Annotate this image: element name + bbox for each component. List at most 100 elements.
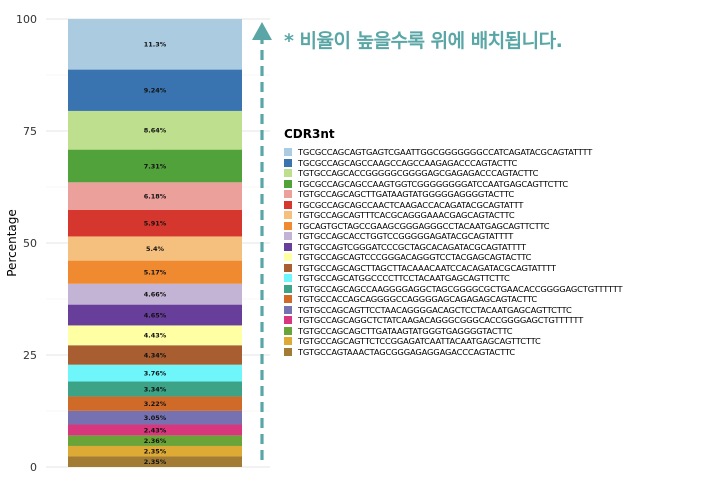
bar-segment <box>68 19 242 70</box>
legend-swatch <box>284 337 292 346</box>
legend-label: TGTGCCAGTAAACTAGCGGGAGAGGAGACCCAGTACTTC <box>298 346 516 357</box>
legend-swatch <box>284 158 292 167</box>
bar-segment <box>68 396 242 411</box>
bar-segment <box>68 435 242 446</box>
legend-label: TGTGCCAGCACCGGGGGCGGGGAGCGAGAGACCCAGTACT… <box>298 168 539 179</box>
segment-value-label: 5.4% <box>146 245 165 253</box>
legend-item: TGCGCCAGCAGTGAGTCGAATTGGCGGGGGGGCCATCAGA… <box>284 147 622 158</box>
y-axis-title: Percentage <box>5 209 19 277</box>
bar-segment <box>68 69 242 111</box>
legend-item: TGTGCCAGCAGTTCTCCGGAGATCAATTACAATGAGCAGT… <box>284 336 622 347</box>
legend-item: TGTGCCACCAGCAGGGGCCAGGGGAGCAGAGAGCAGTACT… <box>284 294 622 305</box>
segment-value-label: 5.91% <box>144 220 167 228</box>
legend-item: TGTGCCAGCAGCTTGATAAGTATGGGGGAGGGGTACTTC <box>284 189 622 200</box>
segment-value-label: 9.24% <box>144 87 167 95</box>
legend-item: TGTGCCAGCAGGCTCTATCAAGACAGGGCGGGCACCGGGG… <box>284 315 622 326</box>
legend-item: TGCGCCAGCAGCCAACTCAAGACCACAGATACGCAGTATT… <box>284 200 622 211</box>
bar-segment <box>68 283 242 305</box>
legend-swatch <box>284 347 292 356</box>
stacked-bar: 2.35% 2.35% 2.36% 2.43% 3.05% 3.22% 3.34% 3.76%… <box>68 19 242 467</box>
legend-swatch <box>284 211 292 220</box>
y-tick-label: 50 <box>23 237 37 250</box>
bar-segment <box>68 304 242 326</box>
segment-value-label: 4.34% <box>144 351 167 359</box>
legend-label: TGTGCCAGCAGCTTAGCTTACAAACAATCCACAGATACGC… <box>298 262 556 273</box>
bar-segment <box>68 381 242 397</box>
segment-value-label: 6.18% <box>144 192 167 200</box>
legend-swatch <box>284 284 292 293</box>
legend-label: TGCGCCAGCAGCCAAGCCAGCCAAGAGACCCAGTACTTC <box>298 157 518 168</box>
legend-items: TGCGCCAGCAGTGAGTCGAATTGGCGGGGGGGCCATCAGA… <box>284 147 623 358</box>
legend-swatch <box>284 316 292 325</box>
legend-label: TGTGCCAGCATGGCCCCTTCCTACAATGAGCAGTTCTTC <box>298 273 510 284</box>
legend-swatch <box>284 200 292 209</box>
bar-segment <box>68 236 242 261</box>
bar-segment <box>68 260 242 284</box>
bar-segment <box>68 424 242 436</box>
arrow-head-icon <box>252 22 272 40</box>
legend-label: TGTGCCAGTCGGGATCCCGCTAGCACAGATACGCAGTATT… <box>298 241 526 252</box>
segment-value-label: 8.64% <box>144 127 167 135</box>
legend-item: TGTGCCAGCACCTGGTCCGGGGGAGATACGCAGTATTTT <box>284 231 622 242</box>
legend-label: TGCGCCAGCAGCCAAGTGGTCGGGGGGGGATCCAATGAGC… <box>298 178 569 189</box>
legend-label: TGCGCCAGCAGCCAACTCAAGACCACAGATACGCAGTATT… <box>298 199 524 210</box>
bar-segment <box>68 110 242 150</box>
segment-value-label: 11.3% <box>144 41 167 49</box>
segment-value-label: 3.34% <box>144 385 167 393</box>
legend-swatch <box>284 221 292 230</box>
segment-value-label: 4.43% <box>144 332 167 340</box>
legend-label: TGTGCCAGCAGTCCCGGGACAGGGTCCTACGAGCAGTACT… <box>298 252 532 263</box>
segment-value-label: 2.36% <box>144 437 167 445</box>
legend-swatch <box>284 190 292 199</box>
legend-label: TGTGCCAGCAGTTCCTAACAGGGGACAGCTCCTACAATGA… <box>298 304 572 315</box>
legend-label: TGTGCCAGCACCTGGTCCGGGGGAGATACGCAGTATTTT <box>298 231 514 242</box>
legend-item: TGTGCCAGCATGGCCCCTTCCTACAATGAGCAGTTCTTC <box>284 273 622 284</box>
legend-item: TGTGCCAGCACCGGGGGCGGGGAGCGAGAGACCCAGTACT… <box>284 168 622 179</box>
legend-item: TGTGCCAGCAGCCAAGGGGAGGCTAGCGGGGCGCTGAACA… <box>284 284 623 295</box>
legend-item: TGTGCCAGCAGCTTAGCTTACAAACAATCCACAGATACGC… <box>284 263 622 274</box>
segment-value-label: 7.31% <box>144 162 167 170</box>
y-tick-label: 100 <box>16 13 37 26</box>
y-tick-label: 0 <box>30 461 37 474</box>
legend-label: TGCGCCAGCAGTGAGTCGAATTGGCGGGGGGGCCATCAGA… <box>298 147 593 158</box>
bar-segment <box>68 410 242 425</box>
legend-swatch <box>284 169 292 178</box>
legend-label: TGCAGTGCTAGCCGAAGCGGGAGGGCCTACAATGAGCAGT… <box>298 220 550 231</box>
legend-swatch <box>284 179 292 188</box>
legend-swatch <box>284 148 292 157</box>
bar-segment <box>68 149 242 183</box>
legend-item: TGTGCCAGCAGCTTGATAAGTATGGGTGAGGGGTACTTC <box>284 326 622 337</box>
legend-item: TGCGCCAGCAGCCAAGCCAGCCAAGAGACCCAGTACTTC <box>284 158 622 169</box>
legend-item: TGCGCCAGCAGCCAAGTGGTCGGGGGGGGATCCAATGAGC… <box>284 179 622 190</box>
legend-item: TGTGCCAGTAAACTAGCGGGAGAGGAGACCCAGTACTTC <box>284 347 622 358</box>
legend-label: TGTGCCAGCAGTTCTCCGGAGATCAATTACAATGAGCAGT… <box>298 336 541 347</box>
segment-value-label: 3.76% <box>144 369 167 377</box>
y-tick-label: 25 <box>23 349 37 362</box>
ranking-note: * 비율이 높을수록 위에 배치됩니다. <box>284 30 563 52</box>
y-tick-label: 75 <box>23 125 37 138</box>
bar-segment <box>68 325 242 346</box>
bar-segment <box>68 209 242 237</box>
legend-swatch <box>284 253 292 262</box>
bar-segment <box>68 445 242 457</box>
legend-label: TGTGCCAGCAGGCTCTATCAAGACAGGGCGGGCACCGGGG… <box>298 315 584 326</box>
bar-segment <box>68 456 242 467</box>
segment-value-label: 2.35% <box>144 458 167 466</box>
legend-label: TGTGCCAGCAGTTTCACGCAGGGAAACGAGCAGTACTTC <box>298 210 515 221</box>
legend-label: TGTGCCAGCAGCTTGATAAGTATGGGGGAGGGGTACTTC <box>298 189 515 200</box>
trend-arrow <box>252 22 272 460</box>
bar-segment <box>68 345 242 365</box>
segment-value-label: 2.43% <box>144 426 167 434</box>
legend-swatch <box>284 295 292 304</box>
segment-value-label: 2.35% <box>144 448 167 456</box>
y-axis-ticks: 0 25 50 75 100 <box>16 13 37 474</box>
legend-swatch <box>284 326 292 335</box>
segment-value-label: 4.65% <box>144 311 167 319</box>
legend-item: TGTGCCAGTCGGGATCCCGCTAGCACAGATACGCAGTATT… <box>284 242 622 253</box>
segment-value-label: 3.05% <box>144 414 167 422</box>
segment-value-label: 5.17% <box>144 268 167 276</box>
legend-item: TGTGCCAGCAGTTCCTAACAGGGGACAGCTCCTACAATGA… <box>284 305 622 316</box>
legend-item: TGTGCCAGCAGTCCCGGGACAGGGTCCTACGAGCAGTACT… <box>284 252 622 263</box>
segment-value-label: 3.22% <box>144 400 167 408</box>
